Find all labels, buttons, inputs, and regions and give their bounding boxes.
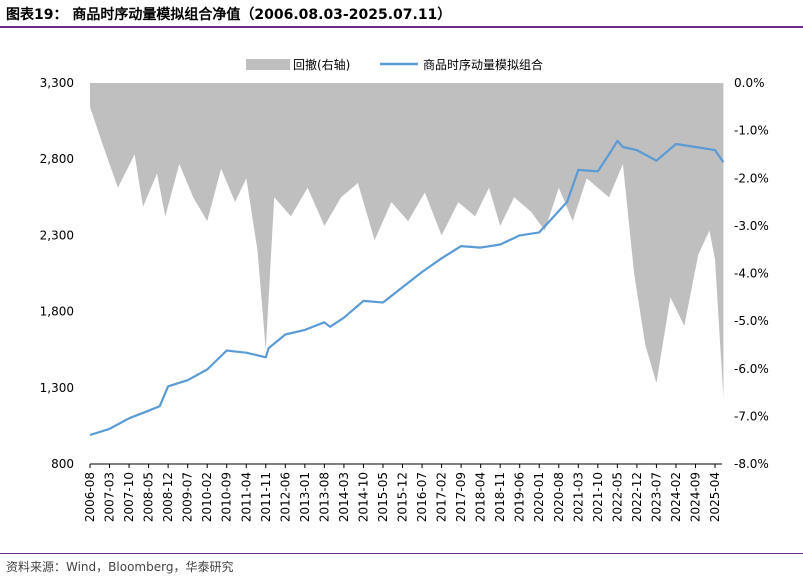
x-tick-label: 2024-09 — [689, 472, 703, 522]
x-tick-label: 2009-07 — [181, 472, 195, 522]
x-tick-label: 2008-05 — [142, 472, 156, 522]
x-tick-label: 2008-12 — [161, 472, 175, 522]
x-tick-label: 2019-06 — [513, 472, 527, 522]
plot-area — [89, 83, 725, 437]
legend-swatch-drawdown — [246, 59, 290, 70]
axes: 3,300 2,800 2,300 1,800 1,300 800 0.0% -1.0% -2.… — [40, 76, 769, 522]
legend-label-nav: 商品时序动量模拟组合 — [423, 57, 543, 72]
x-tick-label: 2022-05 — [610, 472, 624, 522]
legend: 回撤(右轴) 商品时序动量模拟组合 — [246, 57, 543, 72]
x-tick-label: 2017-09 — [454, 472, 468, 522]
x-tick-label: 2022-12 — [630, 472, 644, 522]
x-tick-label: 2021-03 — [571, 472, 585, 522]
x-tick-label: 2025-04 — [708, 472, 722, 522]
title-rule — [0, 26, 803, 28]
chart-title: 图表19： 商品时序动量模拟组合净值（2006.08.03-2025.07.11… — [6, 7, 452, 23]
x-tick-label: 2014-10 — [356, 472, 370, 522]
nav-line — [89, 139, 725, 437]
left-tick-label: 2,800 — [40, 152, 74, 166]
right-tick-label: -1.0% — [734, 124, 769, 138]
x-tick-label: 2013-08 — [317, 472, 331, 522]
right-tick-label: -2.0% — [734, 171, 769, 185]
x-tick-label: 2011-11 — [259, 472, 273, 522]
right-tick-label: -7.0% — [734, 409, 769, 423]
x-tick-label: 2020-08 — [552, 472, 566, 522]
right-tick-label: -5.0% — [734, 314, 769, 328]
right-tick-label: -8.0% — [734, 457, 769, 471]
x-tick-label: 2023-07 — [649, 472, 663, 522]
left-tick-label: 1,800 — [40, 305, 74, 319]
x-tick-label: 2014-03 — [337, 472, 351, 522]
legend-label-drawdown: 回撤(右轴) — [293, 57, 350, 72]
x-tick-label: 2007-03 — [103, 472, 117, 522]
left-tick-label: 2,300 — [40, 228, 74, 242]
x-tick-label: 2010-09 — [220, 472, 234, 522]
right-tick-label: -6.0% — [734, 362, 769, 376]
left-tick-label: 3,300 — [40, 76, 74, 90]
x-tick-label: 2015-05 — [376, 472, 390, 522]
x-tick-label: 2007-10 — [122, 472, 136, 522]
x-tick-label: 2018-04 — [474, 472, 488, 522]
x-tick-label: 2018-11 — [493, 472, 507, 522]
x-tick-label: 2016-07 — [415, 472, 429, 522]
right-tick-label: -4.0% — [734, 267, 769, 281]
footer-rule — [0, 553, 803, 554]
x-tick-label: 2015-12 — [396, 472, 410, 522]
x-tick-label: 2012-06 — [278, 472, 292, 522]
x-tick-label: 2017-02 — [435, 472, 449, 522]
x-tick-label: 2010-02 — [200, 472, 214, 522]
left-tick-label: 1,300 — [40, 381, 74, 395]
x-tick-label: 2011-04 — [239, 472, 253, 522]
source-note: 资料来源：Wind，Bloomberg，华泰研究 — [6, 560, 234, 574]
x-tick-label: 2024-02 — [669, 472, 683, 522]
x-tick-label: 2013-01 — [298, 472, 312, 522]
right-tick-label: 0.0% — [734, 76, 765, 90]
left-tick-label: 800 — [51, 457, 74, 471]
x-tick-label: 2021-10 — [591, 472, 605, 522]
x-tick-label: 2020-01 — [532, 472, 546, 522]
x-tick-label: 2006-08 — [83, 472, 97, 522]
right-tick-label: -3.0% — [734, 219, 769, 233]
drawdown-area — [90, 83, 724, 398]
